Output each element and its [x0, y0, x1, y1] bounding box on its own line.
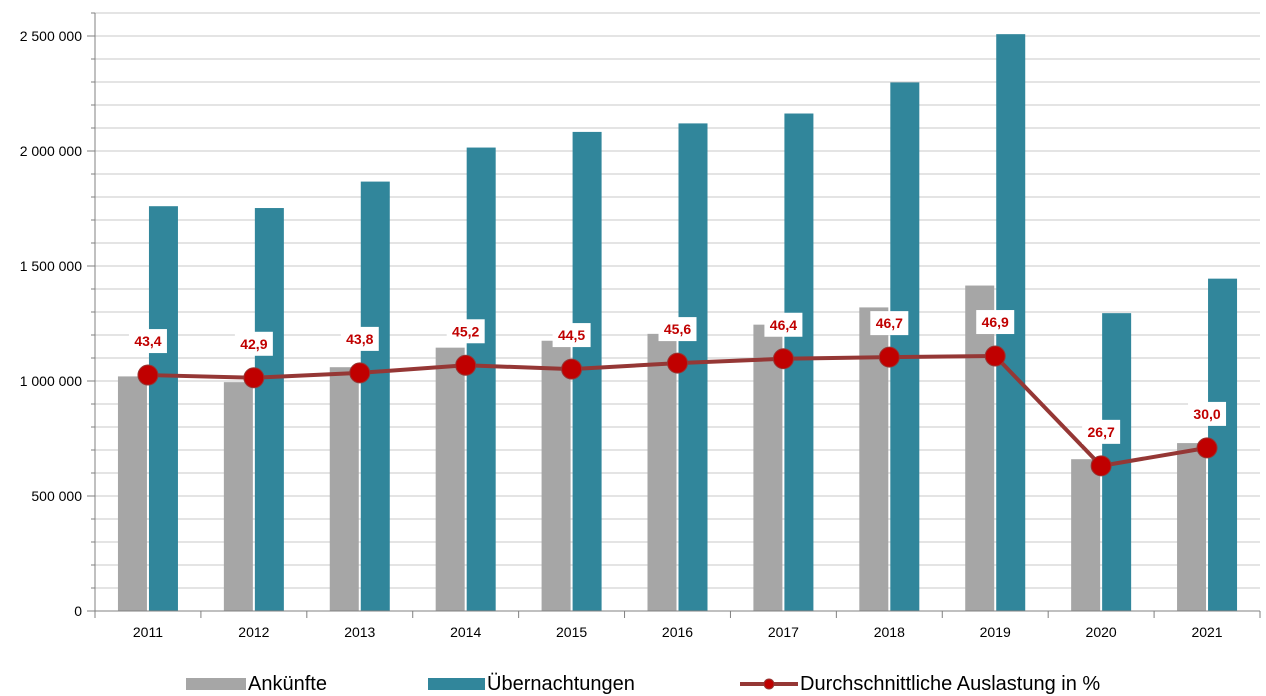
data-label-box — [764, 312, 803, 337]
auslastung-marker-2019 — [984, 345, 1006, 367]
data-label-box — [1188, 401, 1227, 426]
auslastung-marker-2016 — [667, 352, 688, 374]
bar-ankuenfte-2012 — [223, 382, 253, 611]
bar-uebernachtungen-2011 — [148, 206, 178, 611]
bar-ankuenfte-2020 — [1071, 459, 1101, 611]
x-tick-label: 2015 — [556, 624, 587, 640]
data-label-2015: 44,5 — [558, 327, 585, 343]
legend-swatch-auslastung-marker — [763, 678, 775, 690]
auslastung-marker-2017 — [772, 348, 794, 370]
gridlines — [95, 12, 1260, 589]
x-tick-label: 2021 — [1191, 624, 1222, 640]
x-tick-label: 2014 — [450, 624, 481, 640]
x-tick-label: 2016 — [662, 624, 693, 640]
bar-ankuenfte-2015 — [541, 340, 571, 611]
y-tick-label: 2 500 000 — [20, 28, 82, 44]
y-tick-label: 2 000 000 — [20, 143, 82, 159]
bar-ankuenfte-2014 — [435, 347, 465, 611]
y-tick-label: 1 000 000 — [20, 373, 82, 389]
data-label-2016: 45,6 — [664, 321, 691, 337]
bar-uebernachtungen-2018 — [890, 82, 920, 611]
x-tick-label: 2017 — [768, 624, 799, 640]
auslastung-marker-2018 — [878, 346, 900, 368]
data-label-2020: 26,7 — [1088, 424, 1115, 440]
legend: Ankünfte Übernachtungen Durchschnittliche … — [186, 673, 1100, 695]
data-label-2017: 46,4 — [770, 317, 797, 333]
x-tick-label: 2011 — [133, 624, 163, 640]
y-tick-label: 0 — [74, 603, 82, 619]
line-series — [137, 345, 1218, 477]
bar-ankuenfte-2017 — [753, 324, 783, 611]
data-label-box — [1082, 419, 1121, 444]
data-label-box — [658, 317, 697, 342]
bar-uebernachtungen-2012 — [254, 208, 284, 612]
data-label-box — [128, 329, 167, 354]
data-label-2011: 43,4 — [134, 333, 161, 349]
bar-uebernachtungen-2014 — [466, 147, 496, 612]
bar-ankuenfte-2013 — [329, 367, 359, 611]
auslastung-marker-2011 — [137, 364, 159, 386]
auslastung-marker-2013 — [349, 362, 371, 384]
bar-ankuenfte-2019 — [965, 285, 995, 611]
y-tick-label: 1 500 000 — [20, 258, 82, 274]
x-tick-label: 2012 — [238, 624, 269, 640]
legend-label-uebernachtungen: Übernachtungen — [487, 673, 635, 695]
bar-ankuenfte-2011 — [117, 376, 147, 611]
data-label-box — [340, 326, 379, 351]
legend-label-ankuenfte: Ankünfte — [248, 673, 327, 695]
data-labels: 43,4 42,9 43,8 45,2 44,5 45,6 46,4 46,7 46,9 26,7… — [128, 310, 1227, 444]
bar-ankuenfte-2016 — [647, 333, 677, 611]
auslastung-marker-2014 — [455, 354, 477, 376]
data-label-box — [234, 331, 273, 356]
auslastung-marker-2015 — [561, 358, 583, 380]
data-label-2013: 43,8 — [346, 331, 373, 347]
x-tick-label: 2020 — [1086, 624, 1117, 640]
data-label-2012: 42,9 — [240, 336, 267, 352]
legend-swatch-uebernachtungen — [428, 678, 485, 690]
legend-swatch-ankuenfte — [186, 678, 246, 690]
data-label-2014: 45,2 — [452, 323, 479, 339]
auslastung-marker-2021 — [1196, 437, 1218, 459]
x-tick-label: 2018 — [874, 624, 905, 640]
auslastung-marker-2012 — [243, 367, 265, 389]
data-label-box — [552, 323, 591, 348]
data-label-box — [976, 310, 1015, 335]
x-tick-label: 2013 — [344, 624, 375, 640]
bar-ankuenfte-2021 — [1177, 443, 1207, 611]
data-label-box — [446, 319, 485, 344]
bar-uebernachtungen-2013 — [360, 181, 390, 611]
legend-label-auslastung: Durchschnittliche Auslastung in % — [800, 673, 1100, 695]
axes: 0 500 000 1 000 000 1 500 000 2 000 000 2 500… — [20, 12, 1261, 640]
y-tick-label: 500 000 — [31, 488, 82, 504]
auslastung-marker-2020 — [1090, 455, 1112, 477]
data-label-2019: 46,9 — [982, 314, 1009, 330]
x-tick-label: 2019 — [980, 624, 1011, 640]
data-label-2018: 46,7 — [876, 315, 903, 331]
data-label-box — [870, 311, 909, 336]
data-label-2021: 30,0 — [1193, 406, 1220, 422]
